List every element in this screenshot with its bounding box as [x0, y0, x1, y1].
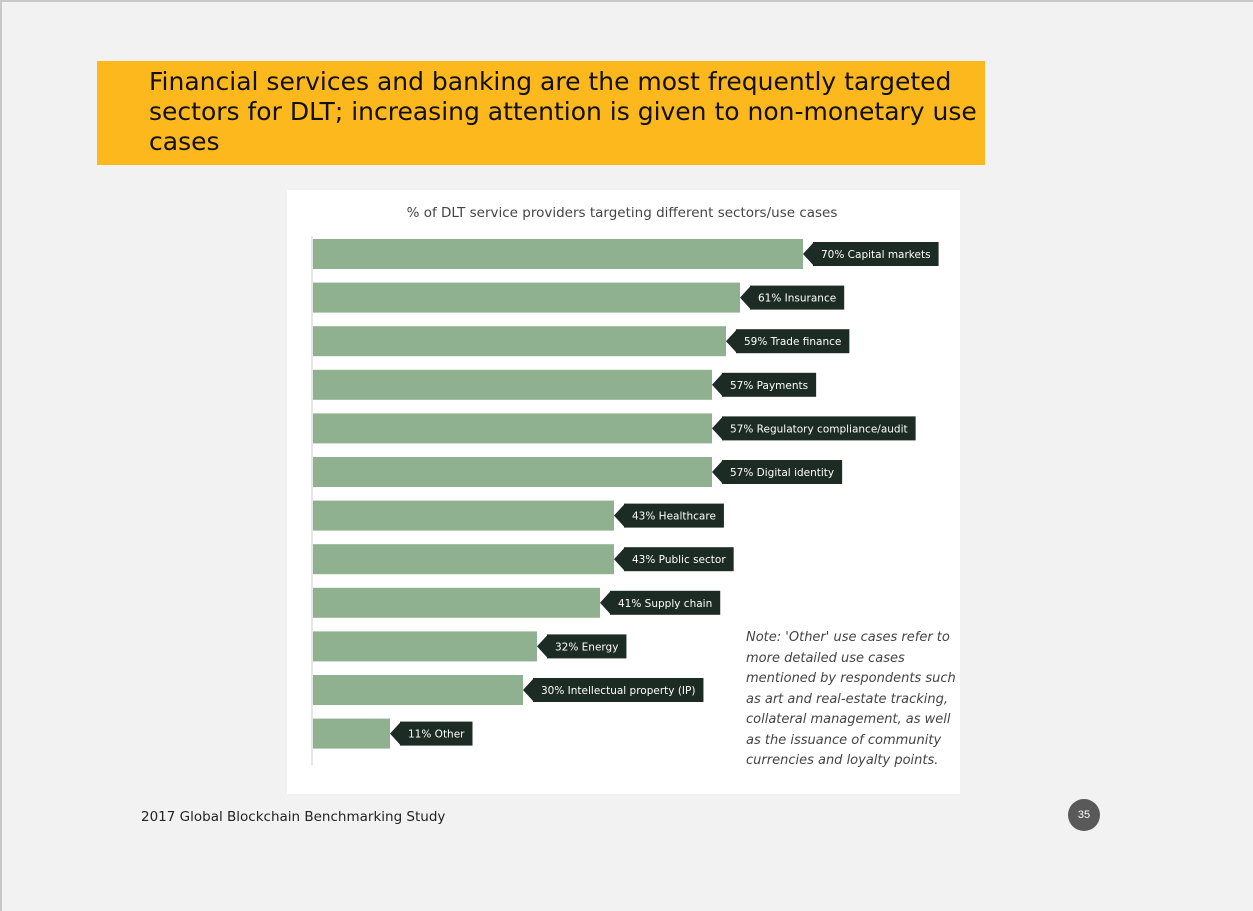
bar-1	[313, 239, 803, 269]
chart-title: % of DLT service providers targeting dif…	[407, 205, 838, 221]
label-box-5	[722, 416, 916, 441]
data-label-1: 70% Capital markets	[821, 249, 931, 261]
label-box-12	[400, 721, 473, 746]
label-pointer-7	[614, 503, 625, 528]
label-box-3	[736, 329, 850, 354]
label-pointer-11	[523, 678, 534, 702]
bar-12	[313, 718, 390, 749]
label-box-7	[624, 503, 724, 528]
data-label-4: 57% Payments	[730, 380, 808, 392]
title-band: Financial services and banking are the m…	[97, 61, 985, 165]
data-label-5: 57% Regulatory compliance/audit	[730, 423, 908, 435]
label-box-9	[610, 590, 721, 615]
label-box-2	[750, 285, 845, 310]
bar-11	[313, 675, 523, 705]
page-number-badge: 35	[1068, 799, 1100, 831]
bar-6	[313, 457, 712, 487]
label-pointer-4	[712, 372, 723, 397]
data-label-11: 30% Intellectual property (IP)	[541, 685, 695, 697]
chart-note: Note: 'Other' use cases refer to more de…	[746, 630, 956, 768]
data-label-9: 41% Supply chain	[618, 598, 712, 610]
label-box-6	[722, 460, 843, 484]
label-pointer-8	[614, 547, 625, 572]
slide-title: Financial services and banking are the m…	[149, 67, 977, 156]
label-pointer-3	[726, 329, 737, 354]
label-pointer-9	[600, 590, 611, 615]
bar-3	[313, 326, 726, 357]
data-label-10: 32% Energy	[555, 641, 618, 653]
label-box-4	[722, 372, 817, 397]
data-label-3: 59% Trade finance	[744, 336, 841, 348]
bars-layer: 70% Capital markets 61% Insurance 59% Trad…	[313, 239, 939, 749]
bar-9	[313, 587, 600, 618]
bar-4	[313, 369, 712, 400]
label-pointer-5	[712, 416, 723, 441]
bar-10	[313, 631, 537, 662]
label-box-8	[624, 547, 734, 572]
data-label-6: 57% Digital identity	[730, 467, 834, 479]
data-label-12: 11% Other	[408, 729, 465, 741]
bar-7	[313, 500, 614, 531]
label-pointer-2	[740, 285, 751, 310]
bar-8	[313, 544, 614, 575]
source-citation: 2017 Global Blockchain Benchmarking Stud…	[141, 809, 446, 825]
data-label-2: 61% Insurance	[758, 293, 836, 305]
bar-5	[313, 413, 712, 444]
label-box-10	[547, 634, 627, 659]
label-box-1	[813, 242, 939, 266]
chart-panel: % of DLT service providers targeting dif…	[287, 190, 960, 794]
label-pointer-6	[712, 460, 723, 484]
data-label-8: 43% Public sector	[632, 554, 726, 566]
bar-2	[313, 282, 740, 313]
label-pointer-12	[390, 721, 401, 746]
data-label-7: 43% Healthcare	[632, 511, 716, 523]
label-box-11	[533, 678, 704, 702]
bar-chart: % of DLT service providers targeting dif…	[311, 205, 939, 765]
label-pointer-10	[537, 634, 548, 659]
label-pointer-1	[803, 242, 814, 266]
